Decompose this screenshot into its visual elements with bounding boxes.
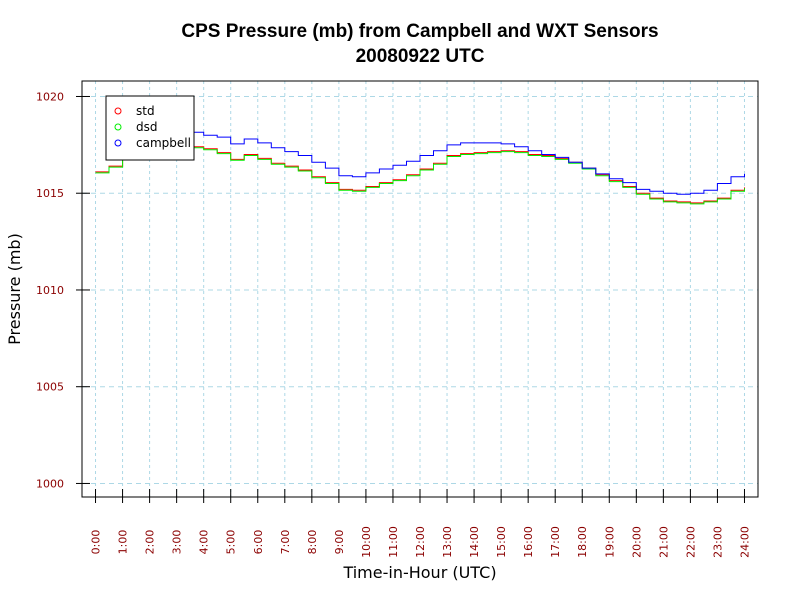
chart-title: CPS Pressure (mb) from Campbell and WXT … <box>181 21 658 42</box>
legend-marker-dsd <box>114 123 122 131</box>
x-tick-label: 3:00 <box>171 530 184 555</box>
legend-label-std: std <box>136 104 155 118</box>
x-tick-label: 17:00 <box>549 526 562 558</box>
x-tick-label: 6:00 <box>252 530 265 555</box>
axis-ticks: 0:00 1:00 2:00 3:00 4:00 5:00 6:00 7:00 8:00 9:00… <box>36 90 751 557</box>
y-axis-title: Pressure (mb) <box>5 233 24 345</box>
x-tick-label: 1:00 <box>117 530 130 555</box>
x-tick-label: 18:00 <box>576 526 589 558</box>
x-tick-label: 19:00 <box>603 526 616 558</box>
x-tick-label: 22:00 <box>684 526 697 558</box>
y-tick-label: 1010 <box>36 284 64 297</box>
x-tick-label: 24:00 <box>738 526 751 558</box>
legend: std dsd campbell <box>105 95 195 161</box>
x-tick-label: 20:00 <box>630 526 643 558</box>
legend-marker-campbell <box>114 139 122 147</box>
legend-marker-std <box>114 107 122 115</box>
y-tick-label: 1000 <box>36 477 64 490</box>
x-tick-label: 12:00 <box>414 526 427 558</box>
x-tick-label: 4:00 <box>198 530 211 555</box>
y-tick-label: 1020 <box>36 90 64 103</box>
x-tick-label: 11:00 <box>387 526 400 558</box>
x-tick-label: 2:00 <box>144 530 157 555</box>
x-tick-label: 7:00 <box>279 530 292 555</box>
y-tick-label: 1005 <box>36 381 64 394</box>
x-tick-label: 10:00 <box>360 526 373 558</box>
x-tick-label: 16:00 <box>522 526 535 558</box>
x-tick-label: 5:00 <box>225 530 238 555</box>
series-layer <box>95 130 745 205</box>
x-tick-label: 8:00 <box>306 530 319 555</box>
legend-label-dsd: dsd <box>136 120 158 134</box>
x-tick-label: 9:00 <box>333 530 346 555</box>
y-tick-label: 1015 <box>36 187 64 200</box>
x-tick-label: 14:00 <box>468 526 481 558</box>
x-tick-label: 15:00 <box>495 526 508 558</box>
x-tick-label: 13:00 <box>441 526 454 558</box>
x-tick-label: 23:00 <box>711 526 724 558</box>
x-tick-label: 0:00 <box>90 530 103 555</box>
x-axis-title: Time-in-Hour (UTC) <box>342 563 496 582</box>
grid <box>82 81 758 497</box>
series-line-campbell <box>149 130 745 195</box>
chart-subtitle: 20080922 UTC <box>356 46 485 67</box>
series-line-dsd <box>95 146 745 205</box>
legend-label-campbell: campbell <box>136 136 191 150</box>
x-tick-label: 21:00 <box>657 526 670 558</box>
